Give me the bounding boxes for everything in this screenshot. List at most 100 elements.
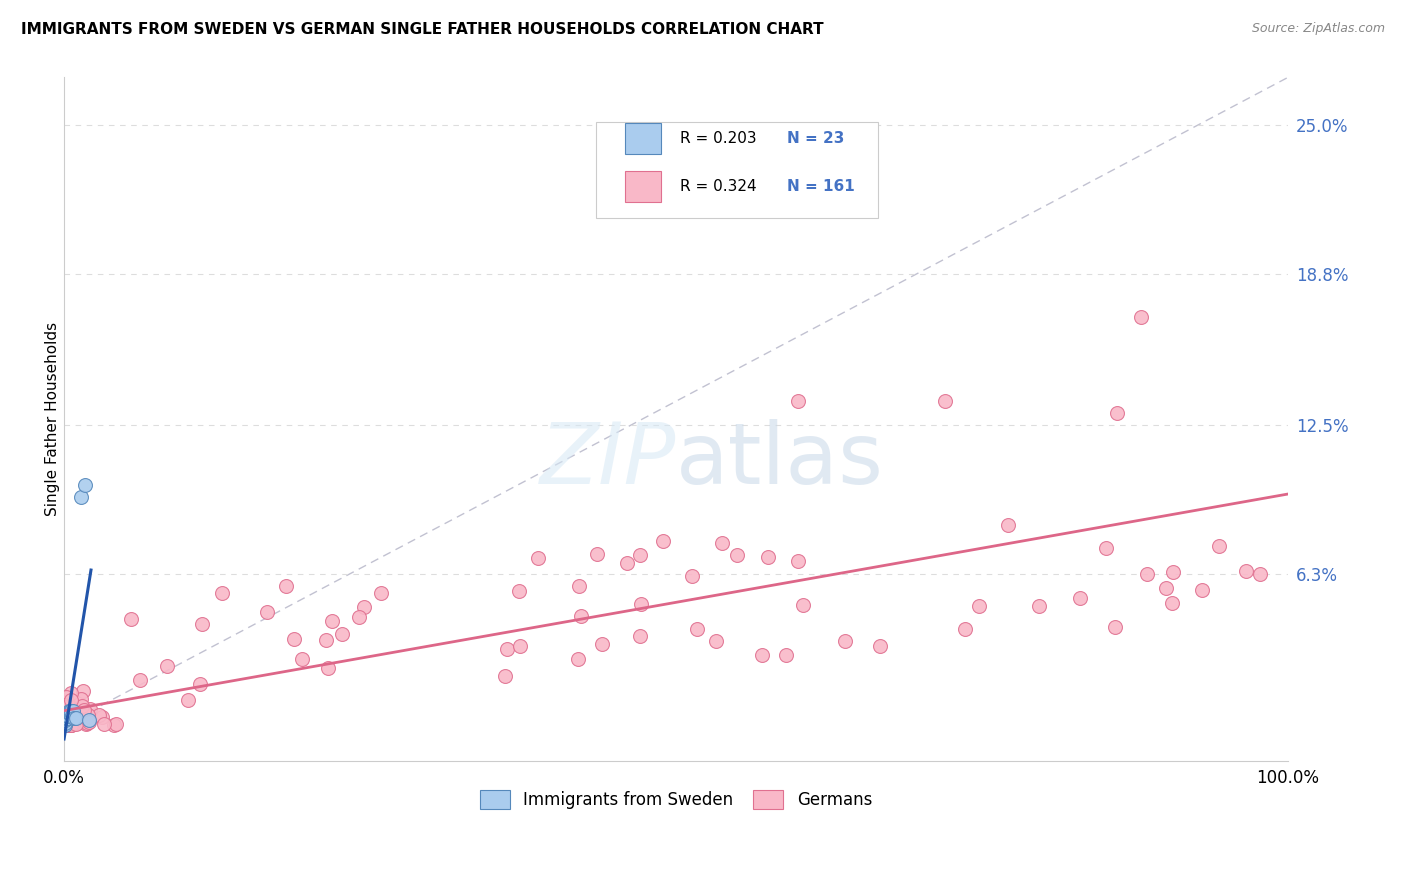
Point [70,692,93,706]
Bar [624,123,661,154]
Point [834,633,856,648]
Point [347,610,370,624]
Point [651,534,673,549]
Point [1191,582,1213,597]
Point [997,517,1019,532]
Point [316,661,339,675]
Point [55,700,77,714]
Point [1028,599,1050,614]
Point [967,599,990,613]
Point [77,714,100,728]
Point [103,718,125,732]
Point [1161,596,1184,610]
Point [129,673,152,687]
Point [1234,564,1257,578]
Point [55,708,77,723]
Point [188,677,211,691]
Point [62,714,84,729]
Point [53,716,76,731]
FancyBboxPatch shape [596,122,877,218]
Point [55,714,77,728]
Point [56,708,79,723]
Point [56,715,79,730]
Point [72,699,94,714]
Point [59,706,82,720]
Point [62,717,84,731]
Point [869,639,891,653]
Point [211,586,233,600]
Point [55,714,77,729]
Point [56,711,79,725]
Point [256,605,278,619]
Point [73,703,96,717]
Point [53,718,76,732]
Point [55,718,77,732]
Point [53,716,76,731]
Point [75,717,97,731]
Point [53,714,76,728]
Point [73,478,96,492]
Point [190,617,212,632]
Point [55,715,77,730]
Point [58,706,80,720]
Point [53,716,76,731]
Point [65,716,87,731]
Point [59,711,82,725]
Point [811,166,834,180]
Point [53,709,76,723]
Point [56,713,79,727]
Point [93,717,115,731]
Point [59,718,82,732]
Point [53,718,76,732]
Point [756,550,779,565]
Point [56,706,79,720]
Point [55,716,77,731]
Point [59,704,82,718]
Point [72,684,94,698]
Point [787,554,810,568]
Text: R = 0.324: R = 0.324 [679,179,756,194]
Point [75,714,97,729]
Bar [624,171,661,202]
Point [321,614,343,628]
Point [934,394,956,409]
Point [55,711,77,725]
Point [87,708,110,723]
Point [60,704,83,718]
Point [1069,591,1091,605]
Point [104,717,127,731]
Point [630,597,652,611]
Point [53,710,76,724]
Point [315,633,337,648]
Point [56,690,79,705]
Point [495,642,517,657]
Point [53,716,76,731]
Point [56,708,79,723]
Point [56,714,79,728]
Point [56,696,79,710]
Point [1095,541,1118,555]
Point [53,712,76,726]
Point [291,652,314,666]
Point [53,715,76,730]
Point [60,715,83,730]
Point [59,717,82,731]
Point [90,709,112,723]
Point [711,536,734,550]
Point [787,394,810,409]
Point [56,706,79,720]
Point [62,704,84,718]
Point [953,623,976,637]
Point [330,626,353,640]
Point [775,648,797,662]
Point [526,550,548,565]
Point [55,695,77,709]
Point [274,579,297,593]
Point [53,714,76,729]
Point [56,708,79,723]
Text: R = 0.203: R = 0.203 [679,131,756,146]
Point [1136,567,1159,582]
Point [156,659,179,673]
Point [75,709,97,723]
Point [370,586,392,600]
